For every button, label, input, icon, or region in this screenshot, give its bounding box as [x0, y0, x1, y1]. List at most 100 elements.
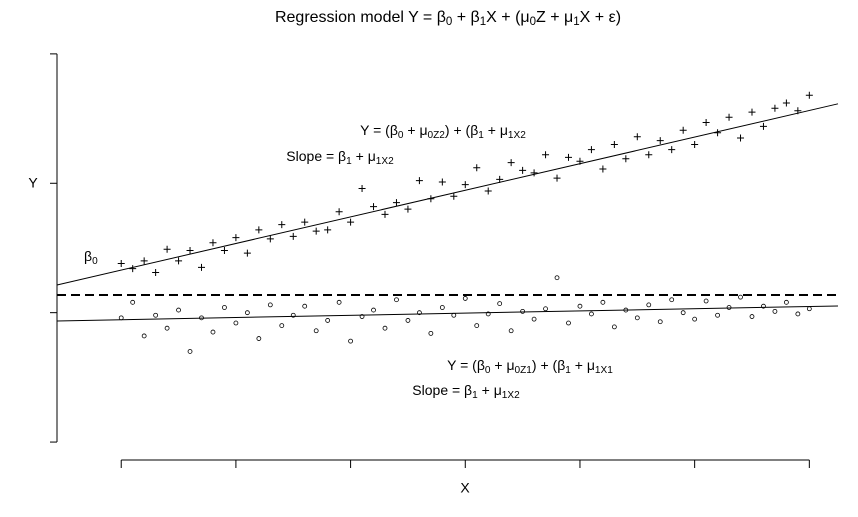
circle-point — [726, 305, 732, 310]
circle-point — [302, 303, 308, 309]
plus-point — [175, 257, 183, 265]
circle-point — [715, 312, 720, 318]
text-part: ) + (β — [532, 357, 565, 373]
circle-point — [749, 314, 755, 319]
circle-point — [348, 338, 353, 344]
circle-point — [405, 318, 411, 323]
plus-point — [668, 146, 676, 154]
circle-point — [600, 299, 606, 305]
circle-point — [141, 333, 147, 339]
plus-point — [220, 247, 228, 255]
plus-point — [266, 235, 274, 243]
circle-point — [233, 320, 239, 326]
text-part: ) + (β — [445, 122, 478, 138]
subscript: 1 — [478, 130, 484, 141]
plus-point — [186, 247, 194, 255]
circle-point — [199, 315, 204, 321]
circle-point — [417, 310, 422, 316]
regression-line — [56, 305, 839, 322]
plus-point — [507, 159, 515, 167]
circle-point — [589, 311, 594, 317]
text-part: Slope = β — [412, 382, 472, 398]
circle-point — [187, 349, 193, 354]
plus-point — [461, 181, 469, 189]
circle-point — [244, 310, 250, 316]
plus-point — [209, 239, 217, 247]
plus-point — [198, 263, 206, 271]
plus-point — [255, 226, 263, 234]
circle-point — [290, 312, 296, 318]
plus-point — [232, 234, 240, 242]
subscript: 0 — [446, 16, 452, 28]
plus-point — [564, 153, 572, 161]
plus-point — [737, 134, 745, 142]
plus-point — [633, 133, 641, 141]
circle-point — [428, 330, 434, 336]
circle-point — [703, 298, 709, 304]
subscript: 1X2 — [502, 390, 520, 401]
circle-point — [371, 307, 376, 313]
plus-point — [358, 184, 366, 192]
plus-point — [553, 174, 561, 182]
circle-point — [359, 314, 365, 319]
text-part: + μ — [352, 148, 376, 164]
plus-point — [530, 169, 538, 177]
circle-point — [543, 306, 548, 312]
plus-point — [427, 195, 435, 203]
circle-point — [577, 303, 583, 309]
plus-point — [289, 232, 297, 240]
text-part: Regression model Y = β — [275, 9, 446, 26]
regression-line — [56, 103, 839, 286]
circle-point — [634, 315, 640, 321]
subscript: 1X2 — [508, 130, 526, 141]
circle-point — [474, 323, 480, 329]
subscript: 1X2 — [376, 156, 394, 167]
plus-point — [794, 107, 802, 115]
annotation: Slope = β1 + μ1X2 — [286, 148, 394, 167]
plus-point — [335, 208, 343, 216]
circle-point — [164, 325, 170, 331]
text-part: + β — [452, 9, 479, 26]
circle-point — [772, 308, 778, 314]
plus-point — [542, 151, 550, 159]
plus-point — [759, 122, 767, 130]
plus-point — [782, 99, 790, 107]
plus-point — [691, 140, 699, 148]
plus-point — [645, 151, 653, 159]
plus-point — [702, 118, 710, 126]
text-part: + μ — [404, 122, 428, 138]
subscript: 0 — [485, 365, 491, 376]
plus-point — [599, 165, 607, 173]
circle-point — [462, 296, 468, 301]
plus-point — [656, 137, 664, 145]
plus-point — [610, 140, 618, 148]
plus-point — [312, 227, 320, 235]
circle-point — [451, 312, 457, 318]
plus-point — [381, 210, 389, 218]
plus-point — [622, 155, 630, 163]
plus-point — [450, 192, 458, 200]
circle-point — [394, 297, 399, 303]
text-part: X + (μ — [486, 9, 529, 26]
circle-point — [382, 325, 388, 331]
subscript: 0 — [92, 256, 98, 267]
circle-point — [692, 316, 698, 322]
plus-point — [278, 221, 286, 229]
plus-point — [163, 245, 171, 253]
plus-point — [347, 218, 355, 226]
circle-point — [256, 336, 262, 341]
circle-point — [439, 305, 445, 310]
plus-point — [140, 257, 148, 265]
x-axis-label: X — [460, 480, 470, 496]
subscript: 1 — [573, 16, 579, 28]
circle-point — [325, 318, 331, 323]
plus-point — [117, 259, 125, 267]
circle-point — [623, 307, 629, 313]
plus-point — [438, 178, 446, 186]
plus-point — [129, 265, 137, 273]
plus-point — [243, 249, 251, 257]
subscript: 1X1 — [595, 365, 613, 376]
text-part: X + ε) — [580, 9, 621, 26]
text-part: Slope = β — [286, 148, 346, 164]
